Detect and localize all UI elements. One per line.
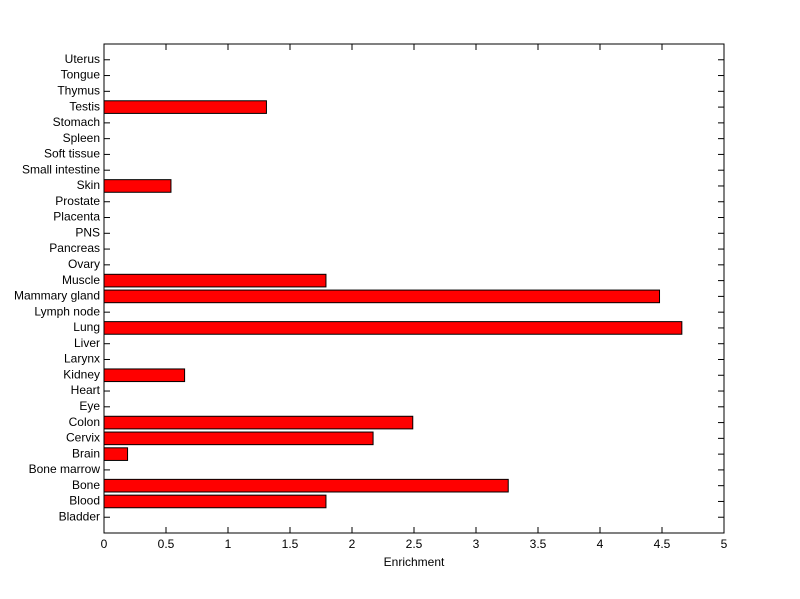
y-tick-label: Bone marrow bbox=[29, 462, 101, 476]
y-tick-label: Soft tissue bbox=[44, 147, 100, 161]
y-tick-label: Pancreas bbox=[49, 241, 100, 255]
bar bbox=[103, 478, 509, 493]
y-tick-label: Uterus bbox=[65, 52, 100, 66]
y-tick-label: Cervix bbox=[66, 431, 100, 445]
bar bbox=[103, 289, 661, 304]
bar bbox=[103, 431, 374, 446]
y-tick-label: Colon bbox=[69, 415, 100, 429]
y-tick-label: Mammary gland bbox=[14, 289, 100, 303]
x-axis-label: Enrichment bbox=[384, 555, 445, 569]
bar bbox=[103, 179, 172, 193]
x-tick-label: 2 bbox=[349, 537, 356, 551]
y-tick-label: Skin bbox=[77, 178, 100, 192]
x-tick-label: 0 bbox=[101, 537, 108, 551]
y-tick-label: Muscle bbox=[62, 273, 100, 287]
y-tick-label: Liver bbox=[74, 336, 100, 350]
y-tick-label: Bladder bbox=[59, 509, 100, 523]
x-tick-label: 4 bbox=[597, 537, 604, 551]
y-tick-label: Kidney bbox=[63, 367, 100, 381]
y-tick-label: Brain bbox=[72, 446, 100, 460]
bar bbox=[103, 415, 414, 430]
y-tick-label: Heart bbox=[71, 383, 101, 397]
bar bbox=[103, 321, 683, 335]
x-tick-label: 0.5 bbox=[158, 537, 175, 551]
y-tick-label: Spleen bbox=[63, 131, 100, 145]
y-tick-label: Larynx bbox=[64, 352, 100, 366]
y-tick-label: Stomach bbox=[53, 115, 100, 129]
y-tick-label: Lung bbox=[73, 320, 100, 334]
y-tick-label: Small intestine bbox=[22, 162, 100, 176]
y-tick-label: Blood bbox=[69, 494, 100, 508]
bar bbox=[103, 447, 129, 461]
bar bbox=[103, 494, 327, 509]
y-tick-label: Eye bbox=[79, 399, 100, 413]
y-tick-label: Bone bbox=[72, 478, 100, 492]
y-tick-label: Prostate bbox=[55, 194, 100, 208]
bar bbox=[103, 273, 327, 288]
x-tick-label: 4.5 bbox=[654, 537, 671, 551]
x-tick-label: 5 bbox=[721, 537, 728, 551]
y-tick-label: Testis bbox=[69, 99, 100, 113]
bar bbox=[103, 100, 267, 114]
y-tick-label: PNS bbox=[75, 225, 100, 239]
plot-frame bbox=[103, 43, 725, 534]
x-tick-label: 1 bbox=[225, 537, 232, 551]
y-tick-label: Lymph node bbox=[34, 304, 100, 318]
x-tick-label: 3 bbox=[473, 537, 480, 551]
x-tick-label: 2.5 bbox=[406, 537, 423, 551]
x-tick-label: 3.5 bbox=[530, 537, 547, 551]
y-tick-label: Tongue bbox=[61, 68, 101, 82]
y-tick-label: Ovary bbox=[68, 257, 100, 271]
x-tick-label: 1.5 bbox=[282, 537, 299, 551]
y-tick-label: Thymus bbox=[57, 83, 100, 97]
bar bbox=[103, 368, 186, 383]
y-tick-label: Placenta bbox=[53, 210, 100, 224]
